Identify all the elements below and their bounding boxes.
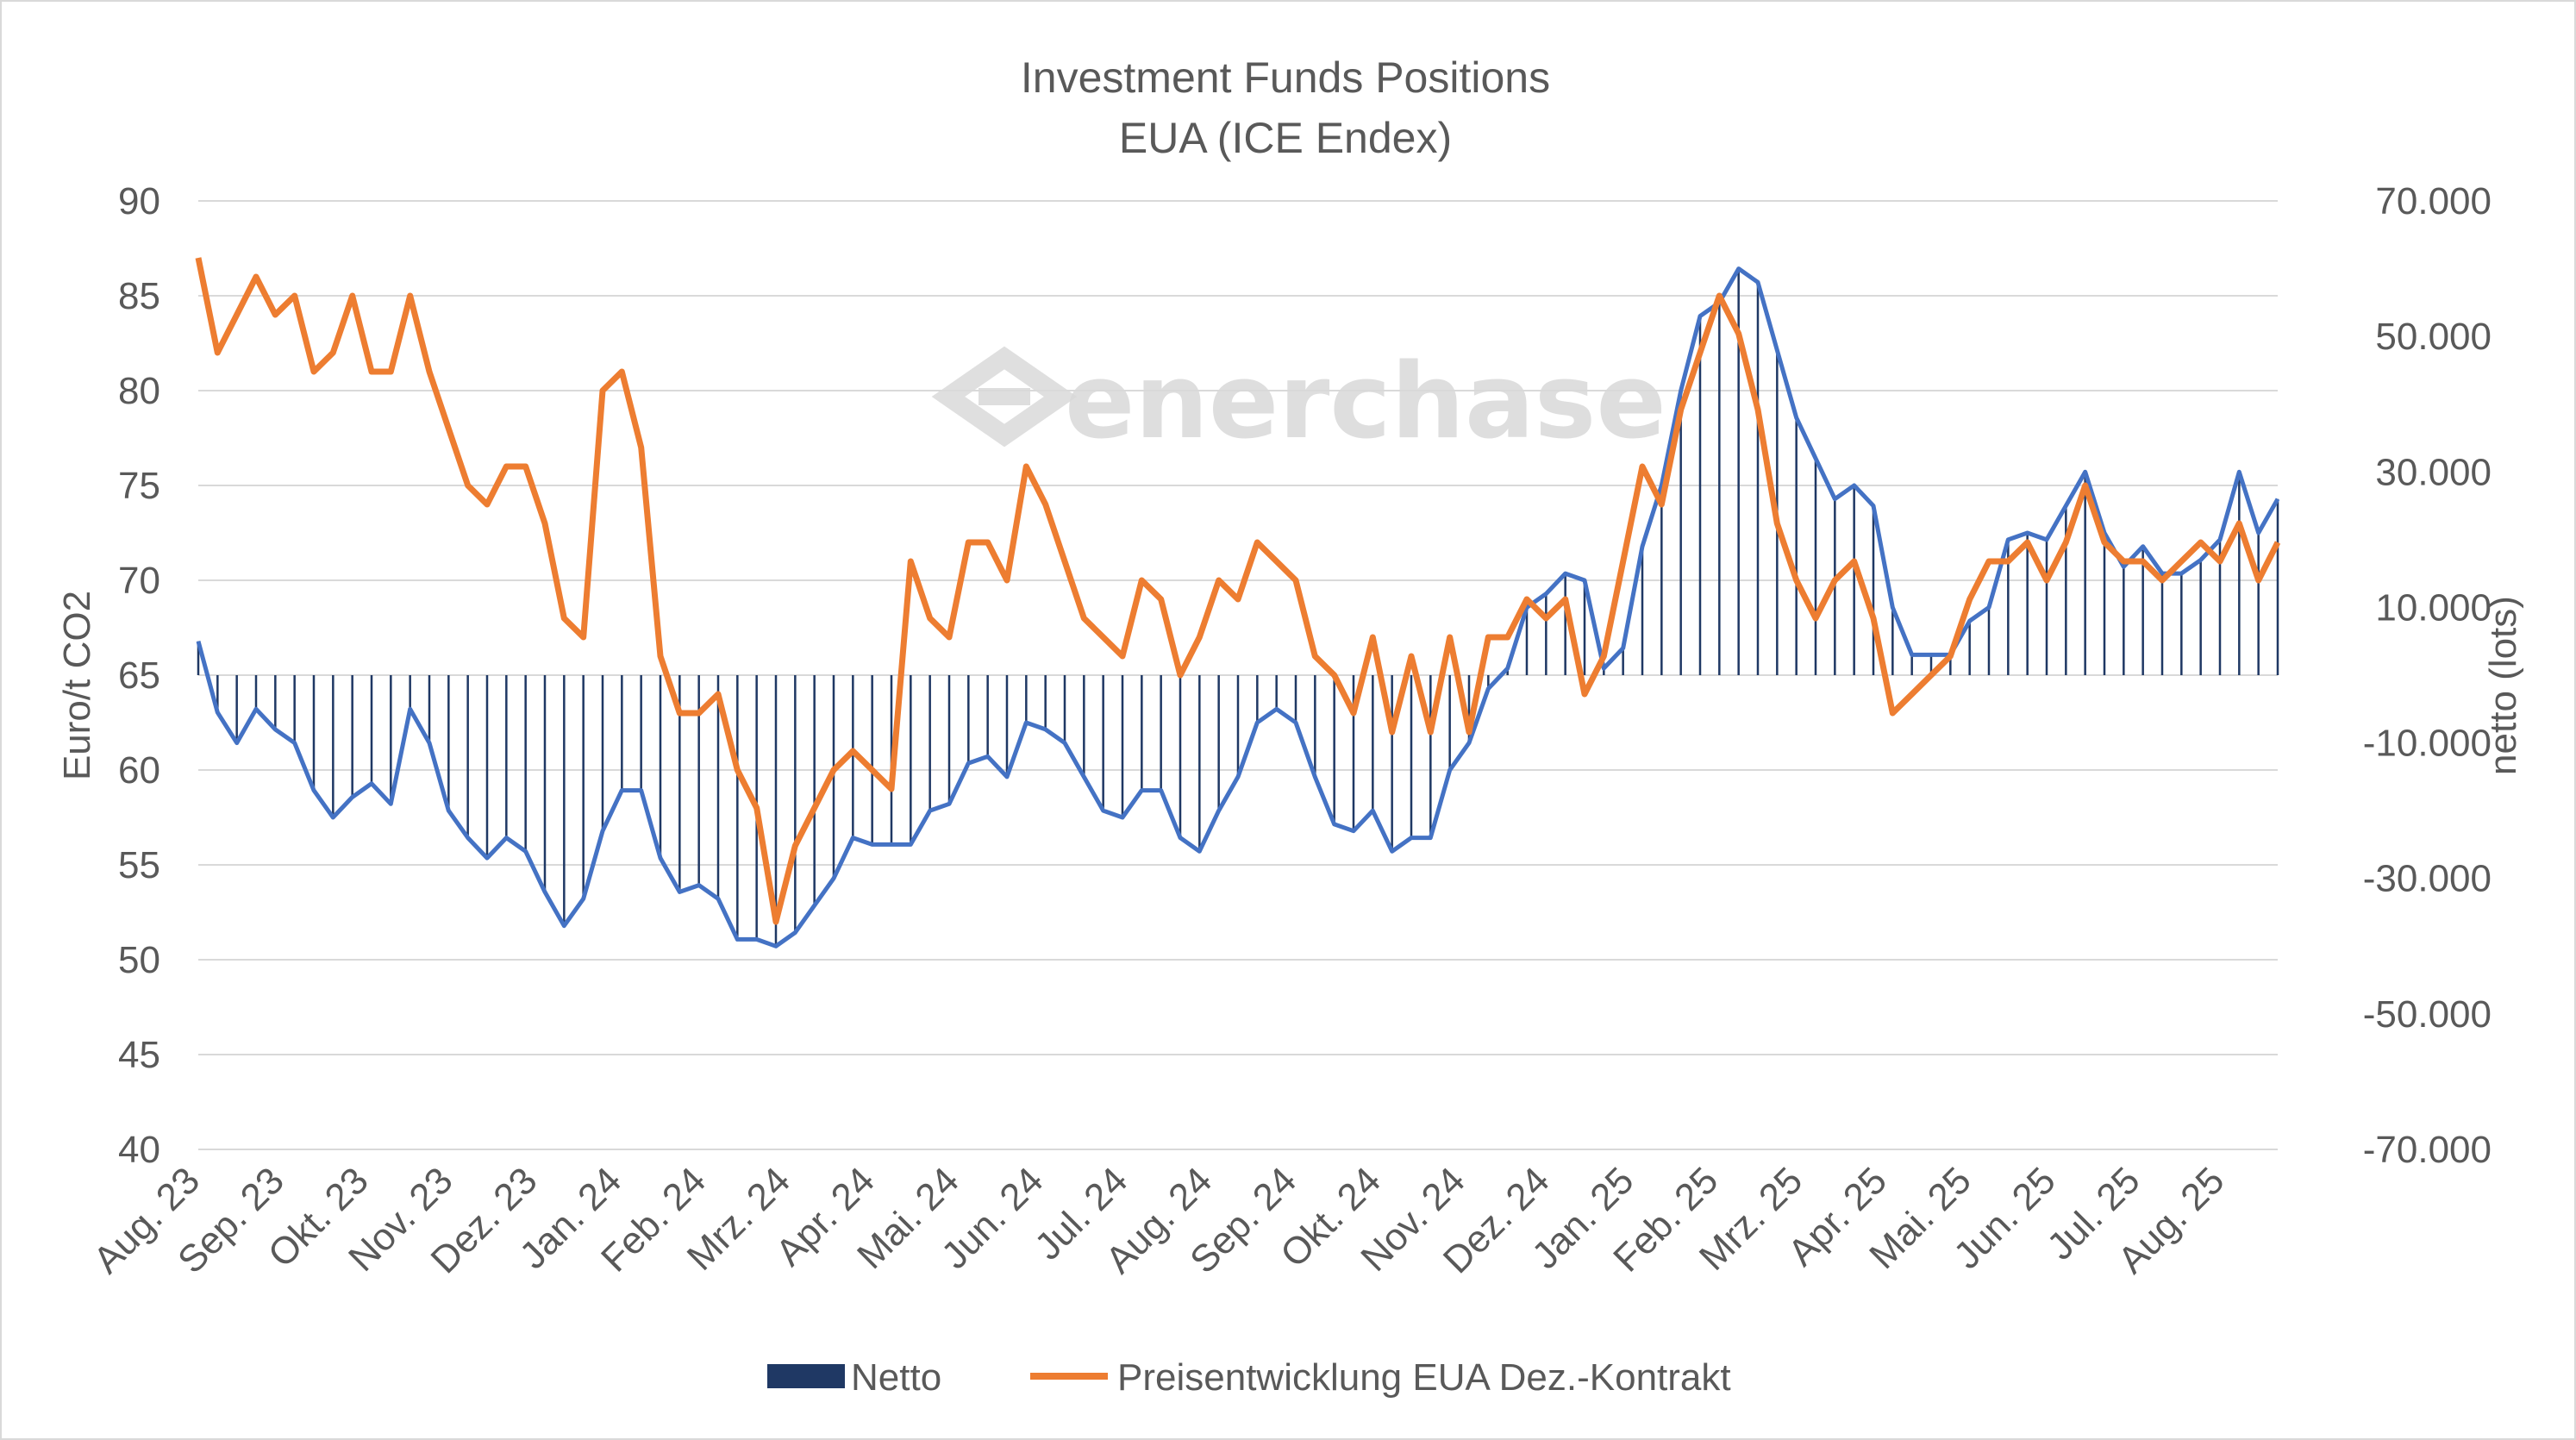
legend-label-price: Preisentwicklung EUA Dez.-Kontrakt — [1117, 1356, 1731, 1399]
y-axis-right: 70.000 50.000 30.000 10.000 -10.000 -30.000 -5… — [2363, 180, 2492, 1171]
y-right-tick-label: 50.000 — [2375, 316, 2492, 358]
chart-subtitle: EUA (ICE Endex) — [1119, 114, 1452, 162]
price-line — [195, 257, 2281, 925]
y-left-tick-label: 50 — [118, 939, 160, 981]
y-axis-left: 90 85 80 75 70 65 60 55 50 45 40 — [118, 180, 160, 1171]
y-left-tick-label: 85 — [118, 275, 160, 317]
y-left-tick-label: 55 — [118, 844, 160, 886]
y-left-tick-label: 45 — [118, 1034, 160, 1076]
y-right-tick-label: -50.000 — [2363, 993, 2492, 1036]
y-left-tick-label: 70 — [118, 560, 160, 602]
y-right-tick-label: -10.000 — [2363, 723, 2492, 765]
y-left-tick-label: 60 — [118, 749, 160, 792]
y-left-tick-label: 75 — [118, 465, 160, 507]
legend-swatch-netto — [767, 1364, 845, 1388]
y-axis-right-title: netto (lots) — [2482, 596, 2524, 775]
y-left-tick-label: 65 — [118, 654, 160, 697]
y-right-tick-label: -70.000 — [2363, 1129, 2492, 1171]
y-right-tick-label: 10.000 — [2375, 586, 2492, 629]
series-lines — [195, 257, 2281, 949]
netto-bars — [197, 268, 2279, 947]
legend-label-netto: Netto — [851, 1356, 941, 1399]
chart-title: Investment Funds Positions — [1021, 53, 1550, 102]
netto-line — [196, 266, 2280, 949]
legend: Netto Preisentwicklung EUA Dez.-Kontrakt — [767, 1356, 1731, 1399]
y-right-tick-label: 70.000 — [2375, 180, 2492, 222]
y-right-tick-label: 30.000 — [2375, 451, 2492, 493]
y-axis-left-title: Euro/t CO2 — [56, 591, 98, 780]
y-left-tick-label: 90 — [118, 180, 160, 222]
y-right-tick-label: -30.000 — [2363, 858, 2492, 900]
enerchase-logo-icon — [931, 346, 1078, 448]
watermark: enerchase — [931, 342, 1666, 462]
watermark-text: enerchase — [1065, 342, 1666, 462]
y-left-tick-label: 40 — [118, 1129, 160, 1171]
y-left-tick-label: 80 — [118, 370, 160, 412]
